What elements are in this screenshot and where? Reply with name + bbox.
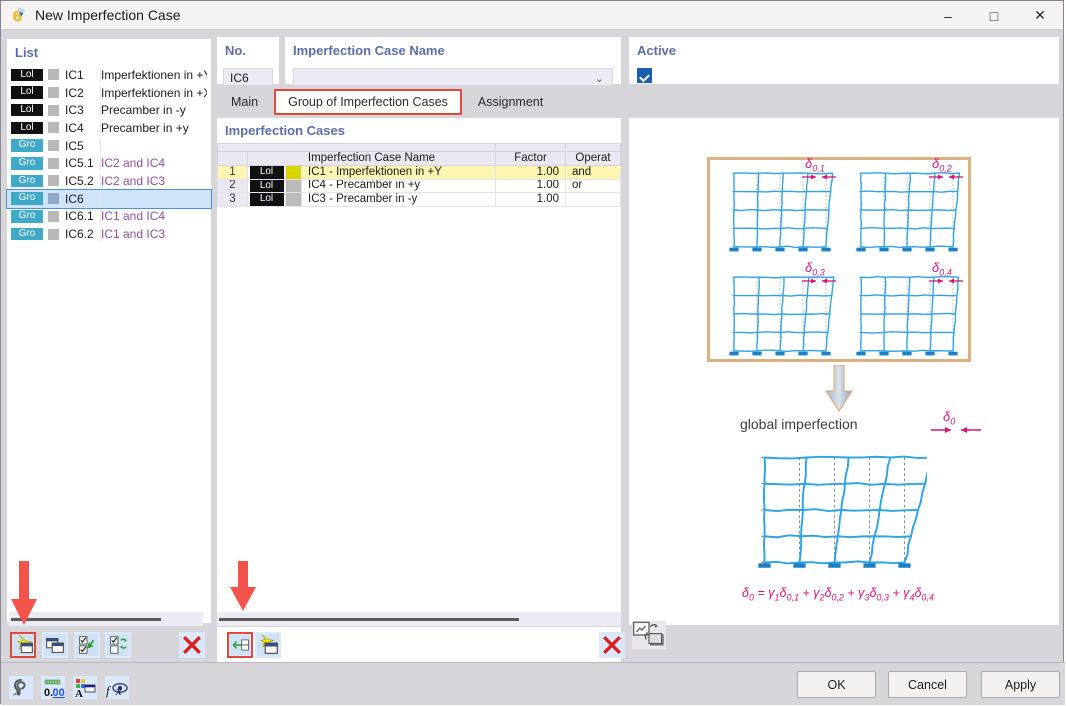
- svg-text:f: f: [106, 683, 112, 698]
- svg-text:A: A: [75, 688, 83, 700]
- svg-text:x: x: [115, 683, 122, 698]
- svg-text:00: 00: [53, 687, 65, 699]
